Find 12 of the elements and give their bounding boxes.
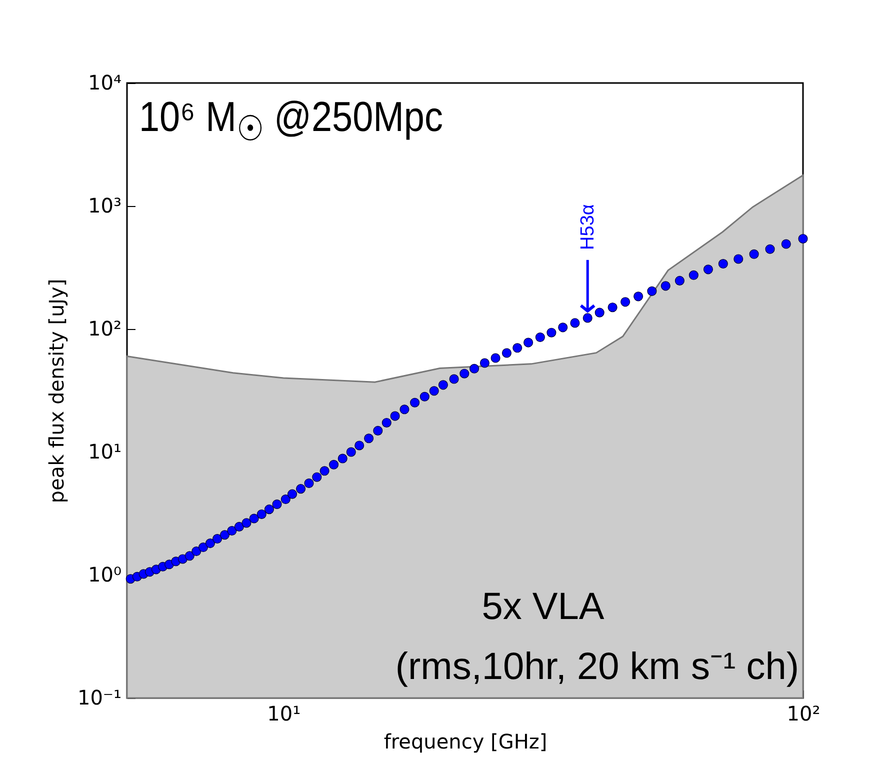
y-tick-label: 10⁻¹ [77,686,122,710]
x-axis-title: frequency [GHz] [384,730,548,754]
y-tick-label: 10³ [88,194,122,218]
y-tick-label: 10⁴ [88,70,122,94]
annotation: 10⁶ M$_{☉}$ @250Mpc [139,93,443,150]
y-tick-label: 10¹ [88,440,122,464]
annotation: (rms,10hr, 20 km s⁻¹ ch) [394,645,799,690]
annotation: H53α [578,204,599,250]
y-tick-label: 10² [88,316,122,340]
y-axis-title: peak flux density [uJy] [44,278,68,504]
y-tick-label: 10⁰ [88,562,122,586]
annotation: 5x VLA [480,586,606,629]
